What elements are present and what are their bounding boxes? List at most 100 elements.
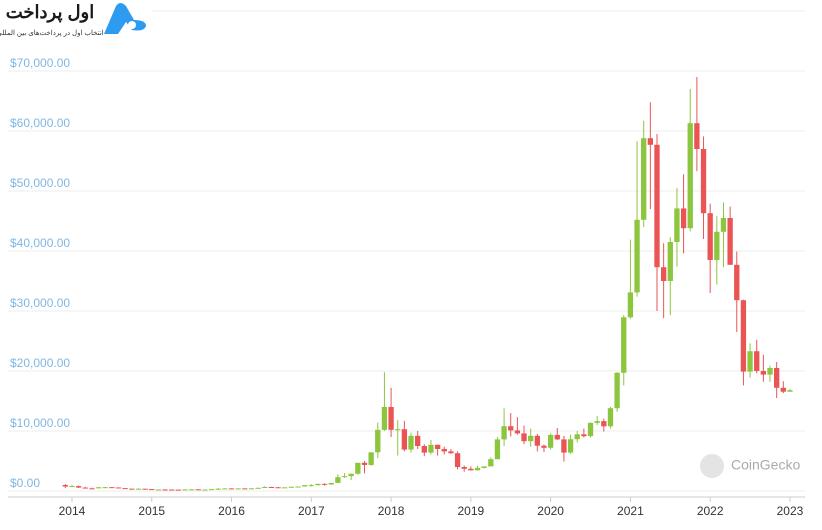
candle-body bbox=[175, 489, 181, 491]
candle-body bbox=[747, 351, 753, 372]
candle-body bbox=[295, 486, 301, 488]
candle-body bbox=[434, 444, 441, 449]
x-tick-label: 2020 bbox=[537, 504, 564, 518]
candle-body bbox=[268, 486, 275, 488]
candle-body bbox=[594, 421, 600, 423]
candle-body bbox=[521, 433, 527, 442]
y-tick-label: $10,000.00 bbox=[10, 416, 70, 430]
candle-body bbox=[222, 488, 228, 490]
candle-body bbox=[361, 462, 368, 465]
candle-body bbox=[428, 444, 434, 453]
candle-body bbox=[787, 390, 793, 392]
candle-body bbox=[727, 218, 733, 265]
candle-body bbox=[767, 368, 773, 375]
candle-body bbox=[395, 429, 401, 431]
candle-body bbox=[660, 267, 667, 281]
candle-body bbox=[534, 435, 540, 446]
candle-body bbox=[740, 300, 747, 372]
candle-body bbox=[654, 144, 660, 268]
logo-title: اول پرداخت bbox=[6, 2, 95, 23]
candle-body bbox=[135, 488, 142, 490]
candle-body bbox=[774, 368, 780, 388]
candle-body bbox=[102, 487, 108, 489]
candle-body bbox=[734, 264, 740, 301]
candle-body bbox=[554, 434, 560, 440]
y-tick-label: $0.00 bbox=[10, 476, 40, 490]
candle-body bbox=[421, 446, 427, 453]
candle-body bbox=[474, 467, 481, 471]
candle-body bbox=[275, 487, 281, 489]
candle-body bbox=[122, 488, 128, 490]
candle-body bbox=[687, 123, 693, 229]
watermark: CoinGecko bbox=[731, 457, 800, 473]
x-tick-label: 2014 bbox=[59, 504, 86, 518]
candle-body bbox=[494, 439, 501, 460]
candle-body bbox=[155, 489, 162, 491]
candle-body bbox=[142, 488, 148, 490]
candle-body bbox=[574, 434, 580, 440]
candle-body bbox=[541, 445, 547, 448]
y-tick-label: $40,000.00 bbox=[10, 236, 70, 250]
candle-body bbox=[308, 485, 314, 487]
candle-body bbox=[89, 488, 95, 490]
x-tick-label: 2019 bbox=[458, 504, 485, 518]
candle-body bbox=[368, 452, 374, 465]
candle-body bbox=[700, 149, 707, 214]
candle-body bbox=[561, 439, 567, 453]
candle-body bbox=[202, 489, 208, 491]
candle-body bbox=[95, 487, 102, 489]
plot: $0.00 $10,000.00 $20,000.00 $30,000.00 $40,0… bbox=[8, 0, 805, 518]
candle-body bbox=[235, 488, 241, 490]
y-tick-label: $70,000.00 bbox=[10, 56, 70, 70]
candle-body bbox=[388, 407, 394, 430]
candle-body bbox=[581, 434, 587, 437]
candle-body bbox=[129, 488, 135, 490]
candle-body bbox=[335, 477, 341, 483]
candle-body bbox=[707, 213, 713, 260]
candle-body bbox=[641, 138, 647, 220]
candle-body bbox=[242, 488, 248, 490]
candle-body bbox=[720, 218, 727, 232]
candle-body bbox=[348, 473, 354, 477]
candle-body bbox=[647, 138, 654, 145]
candle-body bbox=[248, 488, 255, 490]
candle-body bbox=[780, 387, 786, 392]
candle-body bbox=[614, 372, 620, 409]
candle-body bbox=[375, 429, 381, 453]
x-tick-label: 2021 bbox=[617, 504, 644, 518]
candle-body bbox=[674, 208, 680, 242]
x-tick-label: 2023 bbox=[777, 504, 804, 518]
candle-body bbox=[508, 426, 514, 431]
candle-body bbox=[208, 489, 215, 491]
candle-body bbox=[461, 467, 467, 469]
candle-body bbox=[288, 486, 295, 488]
candle-body bbox=[162, 489, 168, 491]
y-tick-label: $30,000.00 bbox=[10, 296, 70, 310]
candle-body bbox=[607, 408, 614, 427]
candle-body bbox=[415, 435, 421, 446]
x-tick-label: 2018 bbox=[378, 504, 405, 518]
candle-body bbox=[282, 487, 288, 489]
candle-body bbox=[634, 219, 640, 293]
candle-body bbox=[315, 483, 321, 486]
candle-body bbox=[754, 351, 760, 371]
candle-body bbox=[514, 430, 521, 434]
logo-tagline: انتخاب اول در پرداخت‌های بین المللی bbox=[0, 29, 104, 37]
y-tick-label: $50,000.00 bbox=[10, 176, 70, 190]
candle-body bbox=[714, 231, 720, 260]
candle-body bbox=[694, 123, 700, 149]
candle-body bbox=[182, 489, 188, 491]
candle-body bbox=[195, 489, 201, 491]
watermark-icon bbox=[700, 454, 724, 478]
candle-body bbox=[255, 487, 261, 489]
candle-body bbox=[75, 486, 82, 488]
candle-body bbox=[448, 451, 454, 454]
candle-body bbox=[321, 483, 328, 485]
candle-body bbox=[69, 486, 75, 488]
x-tick-label: 2016 bbox=[218, 504, 245, 518]
candle-body bbox=[587, 422, 594, 437]
candle-body bbox=[62, 485, 68, 487]
candle-body bbox=[760, 371, 767, 375]
candle-body bbox=[169, 489, 175, 491]
